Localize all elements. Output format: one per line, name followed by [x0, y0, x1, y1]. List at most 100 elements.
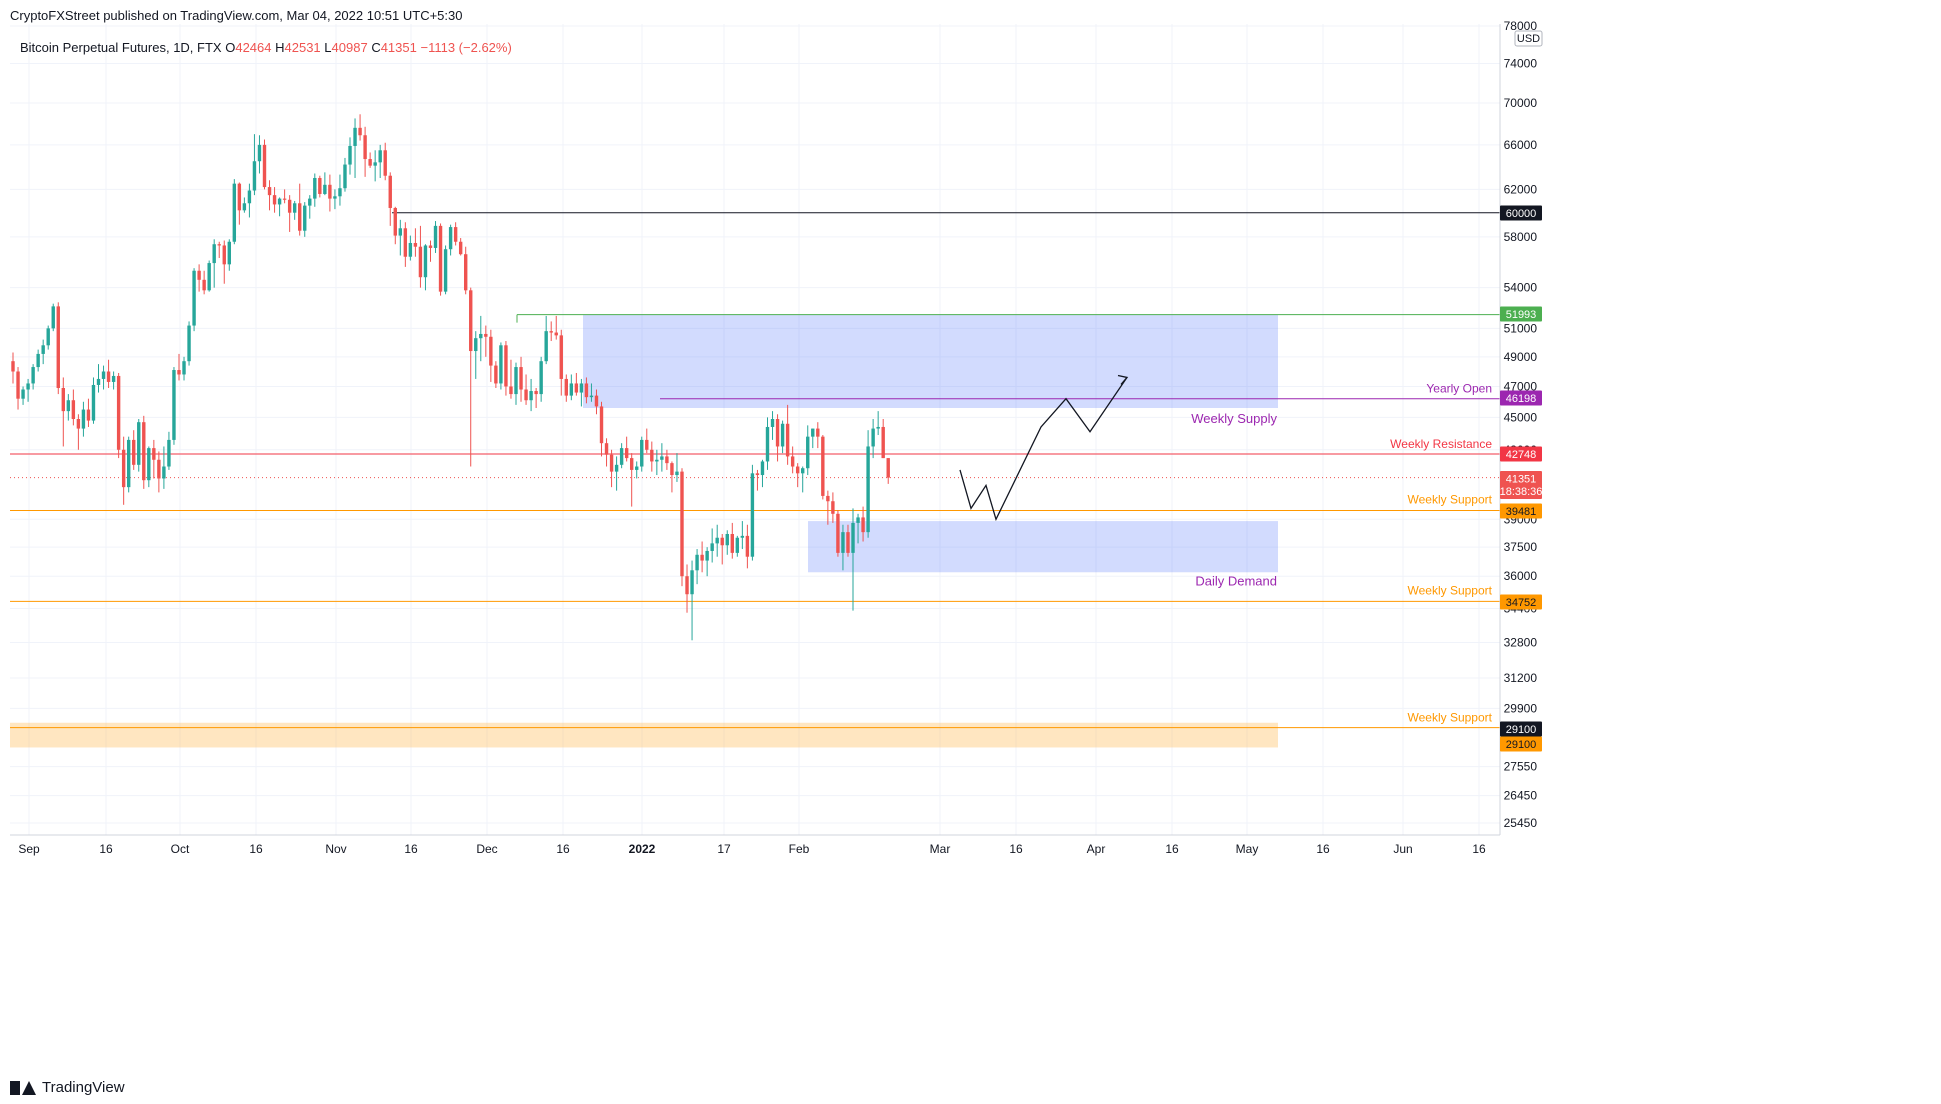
- y-tick-label: 27550: [1504, 760, 1538, 774]
- candle-body: [11, 361, 15, 372]
- candle-body: [227, 241, 231, 265]
- x-tick-label: 16: [556, 842, 570, 856]
- candle-body: [237, 183, 242, 211]
- candle-body: [826, 495, 830, 502]
- y-tick-label: 47000: [1504, 379, 1538, 393]
- y-tick-label: 54000: [1504, 281, 1538, 295]
- price-tag-text: 42748: [1506, 449, 1537, 461]
- y-tick-label: 36000: [1504, 569, 1538, 583]
- candle-body: [16, 371, 20, 399]
- candle-body: [137, 422, 141, 465]
- x-tick-label: Oct: [171, 842, 190, 856]
- candle-body: [453, 227, 458, 242]
- candle-body: [21, 389, 25, 399]
- candle-body: [604, 443, 609, 455]
- candle-body: [383, 150, 387, 176]
- candle-body: [313, 177, 317, 199]
- candle-body: [861, 517, 865, 533]
- candle-body: [700, 554, 704, 561]
- candle-body: [86, 409, 91, 421]
- low-label: L: [324, 40, 332, 55]
- candle-body: [197, 270, 201, 280]
- time-axis[interactable]: Sep 16 Oct 16 Nov 16 Dec 16 2022 17 Feb Mar 16 Apr 16 M…: [10, 834, 1500, 856]
- candle-body: [509, 386, 513, 395]
- candle-body: [856, 517, 860, 523]
- label-weekly-support-2: Weekly Support: [1408, 583, 1493, 597]
- candle-body: [242, 203, 247, 211]
- countdown-text: 18:38:36: [1500, 486, 1543, 498]
- candle-body: [167, 439, 171, 467]
- candle-body: [71, 400, 76, 420]
- label-weekly-support-3: Weekly Support: [1408, 711, 1493, 725]
- candle-body: [111, 375, 116, 382]
- x-tick-label: 16: [1165, 842, 1179, 856]
- candle-body: [81, 409, 86, 429]
- candle-body: [821, 436, 825, 496]
- price-tag-text: 41351: [1506, 474, 1537, 486]
- chart-annotations: Yearly Open Weekly Supply Weekly Resistanc…: [1191, 382, 1492, 725]
- candle-body: [338, 188, 342, 197]
- candle-body: [660, 456, 664, 460]
- candle-body: [489, 336, 493, 366]
- candle-body: [252, 161, 257, 191]
- chart-level-lines: [10, 212, 1500, 729]
- label-weekly-supply: Weekly Supply: [1191, 411, 1277, 426]
- publish-header: CryptoFXStreet published on TradingView.…: [10, 8, 463, 23]
- candle-body: [655, 459, 659, 462]
- candle-body: [413, 242, 418, 247]
- candle-body: [126, 439, 131, 488]
- price-tag-60000: [1500, 205, 1542, 221]
- candle-body: [670, 463, 674, 476]
- x-tick-label: 16: [1472, 842, 1486, 856]
- price-axis[interactable]: 78000 74000 70000 66000 62000 58000 54000 51000…: [1499, 19, 1543, 835]
- high-label: H: [275, 40, 285, 55]
- projection-path: [959, 374, 1129, 522]
- candle-body: [871, 428, 875, 447]
- candle-body: [745, 535, 750, 557]
- y-tick-label: 45000: [1504, 410, 1538, 424]
- candle-body: [735, 537, 740, 553]
- price-tag-34752: [1500, 594, 1542, 610]
- open-value: 42464: [235, 40, 272, 55]
- candle-body: [433, 225, 438, 248]
- daily-demand-zone: [808, 521, 1278, 573]
- price-tag-text: 60000: [1506, 208, 1537, 220]
- x-tick-label: Jun: [1393, 842, 1412, 856]
- label-yearly-open: Yearly Open: [1426, 382, 1492, 396]
- candle-body: [76, 419, 81, 429]
- candle-body: [514, 367, 518, 395]
- open-label: O: [225, 40, 236, 55]
- instrument-name: Bitcoin Perpetual Futures, 1D, FTX: [20, 40, 222, 55]
- close-value: 41351: [380, 40, 417, 55]
- candle-body: [56, 306, 60, 388]
- tradingview-footer[interactable]: TradingView: [10, 1079, 125, 1096]
- candle-body: [247, 190, 252, 204]
- chart-grid: [10, 24, 1500, 835]
- price-tag-text: 34752: [1506, 597, 1537, 609]
- x-tick-label: Mar: [930, 842, 951, 856]
- candle-body: [142, 422, 146, 481]
- y-tick-label: 78000: [1504, 19, 1538, 33]
- price-tag-text: 46198: [1506, 393, 1537, 405]
- candle-body: [851, 522, 855, 553]
- price-tag-42748: [1500, 446, 1542, 462]
- candle-body: [363, 135, 367, 160]
- candle-body: [51, 306, 55, 329]
- candle-body: [96, 378, 101, 385]
- candle-body: [91, 384, 96, 421]
- projection-line: [959, 377, 1128, 522]
- candle-body: [534, 391, 538, 395]
- currency-badge: [1514, 30, 1543, 47]
- candle-body: [388, 175, 392, 208]
- candle-body: [710, 543, 714, 551]
- candle-body: [494, 365, 498, 384]
- candle-body: [640, 439, 644, 467]
- candle-body: [378, 150, 382, 163]
- y-tick-label: 51000: [1504, 321, 1538, 335]
- x-tick-label: Sep: [18, 842, 40, 856]
- candle-body: [730, 534, 734, 553]
- x-tick-label: Dec: [476, 842, 497, 856]
- candle-body: [544, 331, 548, 362]
- price-tag-41351: [1500, 471, 1542, 499]
